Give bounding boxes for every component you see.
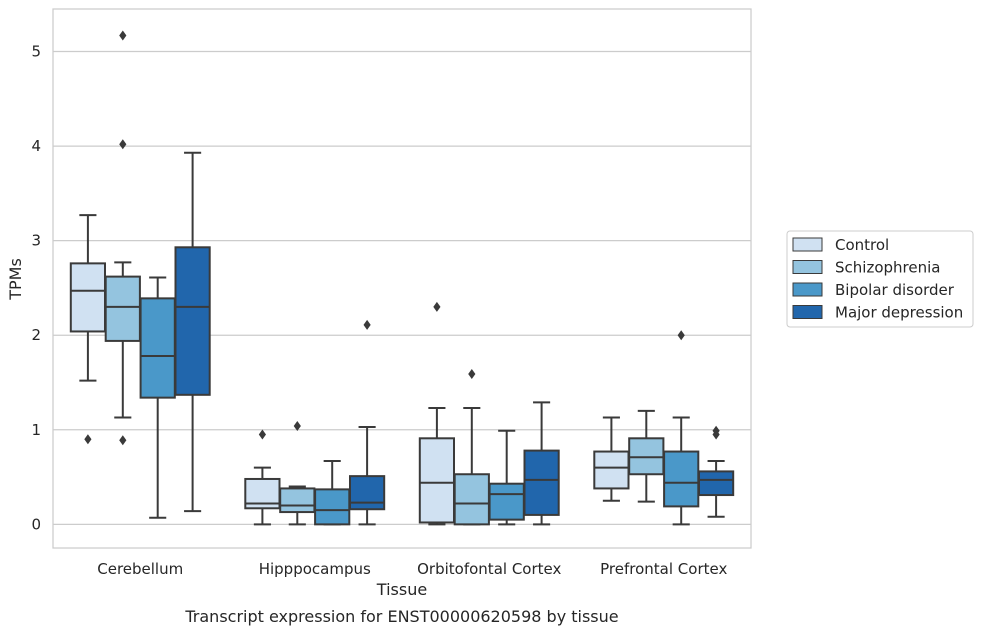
outlier-point: [84, 434, 92, 445]
box-bipolar-disorder: [663, 330, 700, 526]
box-body: [523, 449, 560, 516]
plot-frame: [52, 8, 752, 549]
box-body: [279, 487, 316, 514]
box-major-depression: [174, 151, 211, 513]
box-control: [244, 429, 281, 526]
legend-swatch: [792, 282, 823, 297]
box-body: [418, 437, 456, 524]
legend-label: Bipolar disorder: [835, 281, 955, 299]
box-body: [488, 482, 525, 521]
box-body: [314, 488, 351, 526]
legend-label: Major depression: [835, 304, 963, 322]
y-tick-label: 0: [31, 515, 41, 533]
x-tick-labels: Cerebellum Hipppocampus Orbitofontal Corte…: [97, 560, 727, 578]
legend-label: Control: [835, 236, 889, 254]
legend-swatch: [792, 305, 823, 319]
outlier-point: [468, 369, 476, 380]
y-tick-label: 3: [31, 232, 41, 250]
y-tick-label: 5: [31, 43, 41, 61]
box-schizophrenia: [453, 369, 490, 526]
box-body: [593, 450, 630, 490]
y-axis-label: TPMs: [6, 258, 25, 301]
legend-swatch: [792, 260, 823, 274]
x-tick-label: Orbitofontal Cortex: [417, 560, 561, 578]
outlier-point: [258, 429, 266, 440]
box-control: [69, 214, 107, 445]
outlier-point: [363, 319, 371, 330]
box-body: [69, 262, 107, 333]
box-body: [348, 475, 386, 511]
box-bipolar-disorder: [488, 429, 525, 526]
outlier-point: [677, 330, 685, 341]
box-major-depression: [697, 425, 735, 518]
x-tick-label: Hipppocampus: [259, 560, 371, 578]
box-body: [139, 297, 176, 399]
outlier-point: [712, 425, 720, 436]
y-tick-label: 1: [31, 421, 41, 439]
boxes: [69, 30, 735, 526]
box-bipolar-disorder: [314, 460, 351, 526]
box-schizophrenia: [279, 421, 316, 526]
y-tick-label: 4: [31, 137, 41, 155]
outlier-point: [119, 435, 127, 446]
box-control: [418, 301, 456, 526]
legend-label: Schizophrenia: [835, 259, 940, 277]
box-bipolar-disorder: [139, 276, 176, 519]
legend-swatch: [792, 237, 823, 252]
box-body: [697, 470, 735, 497]
outlier-point: [119, 30, 127, 41]
box-major-depression: [523, 401, 560, 526]
outlier-point: [293, 421, 301, 432]
outlier-point: [433, 301, 441, 312]
box-major-depression: [348, 319, 386, 526]
box-body: [453, 473, 490, 526]
legend-frame: [786, 230, 974, 328]
box-control: [593, 416, 630, 502]
box-body: [174, 246, 211, 396]
y-tick-labels: 0 1 2 3 4 5: [31, 43, 41, 534]
box-schizophrenia: [628, 409, 665, 503]
x-tick-label: Prefrontal Cortex: [600, 560, 727, 578]
legend: Control Schizophrenia Bipolar disorder Majo…: [786, 230, 974, 328]
box-body: [663, 450, 700, 508]
y-tick-label: 2: [31, 326, 41, 344]
box-schizophrenia: [104, 30, 141, 446]
x-axis-label: Tissue: [376, 580, 427, 599]
box-body: [104, 275, 141, 342]
chart-caption: Transcript expression for ENST0000062059…: [184, 607, 618, 626]
outlier-point: [119, 139, 127, 150]
x-tick-label: Cerebellum: [97, 560, 183, 578]
